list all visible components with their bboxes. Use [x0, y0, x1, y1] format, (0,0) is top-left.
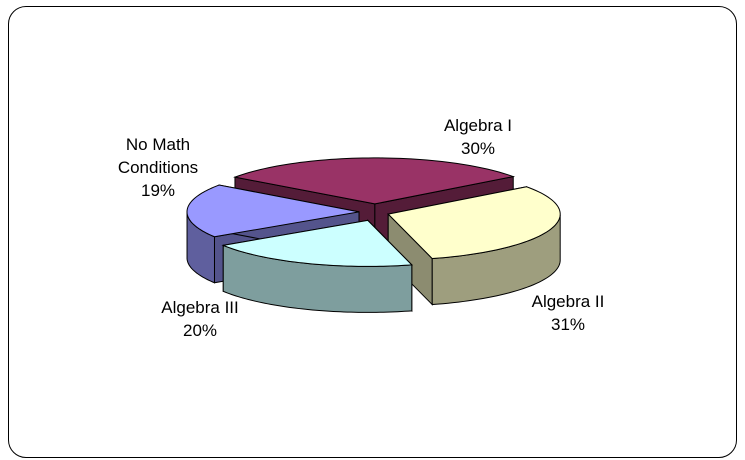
- slices-layer: [186, 157, 561, 313]
- slice-top-face: [221, 219, 413, 267]
- data-label-4: No Math Conditions 19%: [118, 135, 198, 200]
- data-label-category: Algebra II: [532, 292, 605, 311]
- slice-top-face: [186, 184, 360, 238]
- data-label-2: Algebra II 31%: [532, 292, 605, 334]
- slice-top-face: [387, 186, 561, 260]
- data-label-1: Algebra I 30%: [444, 116, 512, 158]
- data-label-3: Algebra III 20%: [161, 298, 239, 340]
- data-label-category: Conditions: [118, 158, 198, 177]
- data-label-percent: 19%: [141, 181, 175, 200]
- slice-top-face: [233, 157, 516, 205]
- data-label-percent: 31%: [551, 315, 585, 334]
- pie-slice-2: [387, 186, 561, 306]
- data-label-percent: 20%: [183, 321, 217, 340]
- pie-slice-3: [221, 219, 413, 313]
- labels-layer: Algebra I 30% Algebra II 31% Algebra III 20% N…: [118, 116, 605, 340]
- data-label-category: No Math: [126, 135, 190, 154]
- data-label-category: Algebra I: [444, 116, 512, 135]
- data-label-percent: 30%: [461, 139, 495, 158]
- data-label-category: Algebra III: [161, 298, 239, 317]
